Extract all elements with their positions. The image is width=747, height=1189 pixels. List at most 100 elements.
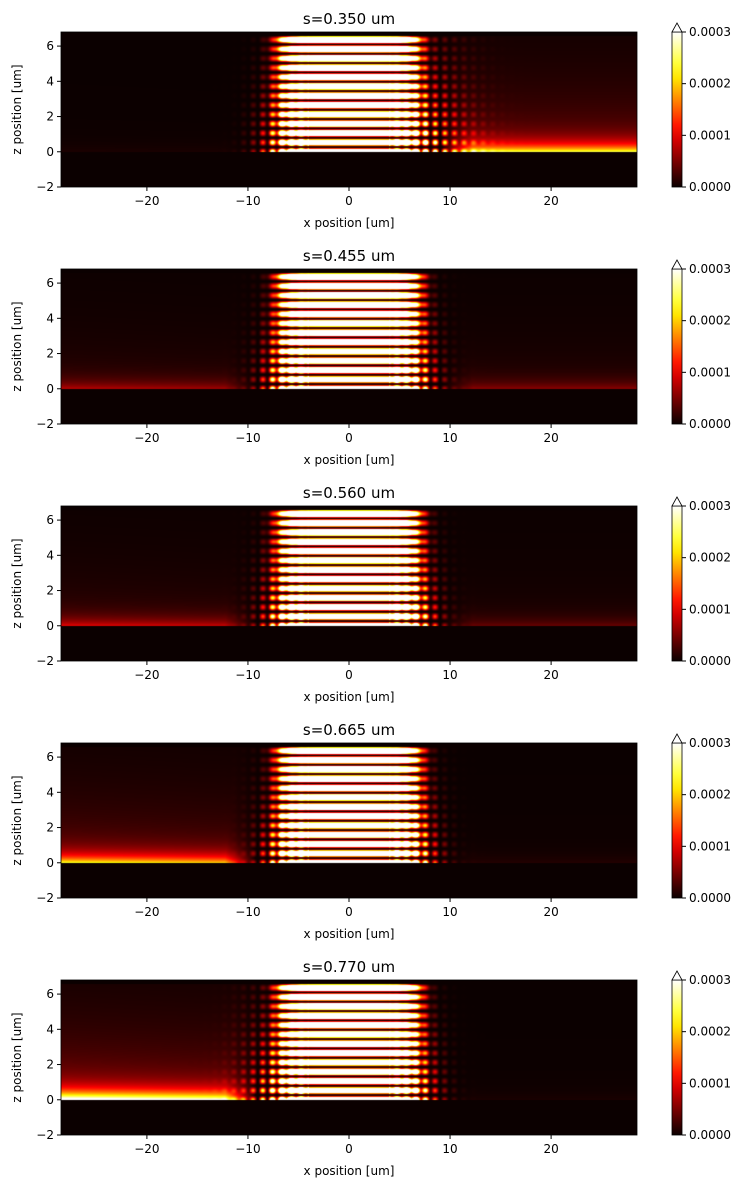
axes-frame (60, 742, 638, 899)
axes-frame (60, 268, 638, 425)
y-tick-label: 6 (46, 513, 54, 527)
colorbar-tick-label: 0.0003 (689, 262, 731, 276)
x-tick-label: −10 (235, 905, 260, 919)
y-tick-label: 6 (46, 750, 54, 764)
x-tick-label: −20 (134, 668, 159, 682)
subplot-3: s=0.560 um −20 −10 0 10 20 −2 0 2 4 6 x position [u… (0, 474, 747, 711)
y-tick-label: 4 (46, 548, 54, 562)
x-tick-label: −10 (235, 668, 260, 682)
plot-title: s=0.770 um (303, 958, 395, 976)
heatmap-image (61, 980, 637, 1135)
heatmap-image (61, 32, 637, 187)
y-axis-label: z position [um] (10, 64, 24, 154)
plot-title: s=0.665 um (303, 721, 395, 739)
colorbar-tick-label: 0.0003 (689, 25, 731, 39)
x-axis-label: x position [um] (304, 216, 395, 230)
colorbar (671, 505, 683, 662)
x-tick-label: 10 (442, 668, 457, 682)
heatmap-image (61, 506, 637, 661)
colorbar-tick-label: 0.0000 (689, 654, 731, 668)
colorbar-tick-label: 0.0002 (689, 1025, 731, 1039)
x-tick-label: −10 (235, 194, 260, 208)
axes-frame (60, 979, 638, 1136)
colorbar-tick-label: 0.0001 (689, 128, 731, 142)
y-tick-label: 0 (46, 856, 54, 870)
colorbar-extend-arrow (671, 733, 683, 744)
colorbar (671, 742, 683, 899)
x-tick-label: 20 (543, 1142, 558, 1156)
colorbar-tick-label: 0.0000 (689, 1128, 731, 1142)
colorbar-tick-label: 0.0001 (689, 1076, 731, 1090)
x-tick-label: 0 (345, 1142, 353, 1156)
colorbar-tick-label: 0.0003 (689, 499, 731, 513)
colorbar-extend-arrow (671, 970, 683, 981)
y-tick-label: 0 (46, 382, 54, 396)
subplot-1: s=0.350 um −20 −10 0 10 20 −2 0 2 4 6 x position [u… (0, 0, 747, 237)
y-tick-label: −2 (36, 654, 54, 668)
y-tick-label: 6 (46, 987, 54, 1001)
y-tick-label: 4 (46, 311, 54, 325)
colorbar-tick-label: 0.0002 (689, 77, 731, 91)
y-tick-label: 2 (46, 110, 54, 124)
colorbar-tick-label: 0.0003 (689, 973, 731, 987)
y-tick-label: 0 (46, 145, 54, 159)
y-tick-label: 4 (46, 785, 54, 799)
y-tick-label: −2 (36, 417, 54, 431)
y-axis-label: z position [um] (10, 301, 24, 391)
x-tick-label: 0 (345, 905, 353, 919)
y-tick-label: 6 (46, 276, 54, 290)
colorbar-extend-arrow (671, 496, 683, 507)
colorbar-tick-label: 0.0001 (689, 365, 731, 379)
colorbar-tick-label: 0.0001 (689, 839, 731, 853)
y-tick-label: 4 (46, 1022, 54, 1036)
x-tick-label: −20 (134, 1142, 159, 1156)
x-tick-label: 20 (543, 431, 558, 445)
x-tick-label: −20 (134, 431, 159, 445)
colorbar-tick-label: 0.0002 (689, 788, 731, 802)
subplot-5: s=0.770 um −20 −10 0 10 20 −2 0 2 4 6 x position [u… (0, 948, 747, 1185)
colorbar (671, 31, 683, 188)
x-tick-label: 10 (442, 194, 457, 208)
colorbar-tick-label: 0.0000 (689, 180, 731, 194)
x-tick-label: 0 (345, 668, 353, 682)
y-axis-label: z position [um] (10, 1012, 24, 1102)
x-tick-label: 0 (345, 194, 353, 208)
colorbar-tick-label: 0.0002 (689, 314, 731, 328)
colorbar (671, 979, 683, 1136)
colorbar-extend-arrow (671, 22, 683, 33)
x-tick-label: 0 (345, 431, 353, 445)
plot-title: s=0.560 um (303, 484, 395, 502)
heatmap-image (61, 269, 637, 424)
y-tick-label: 2 (46, 821, 54, 835)
y-axis-label: z position [um] (10, 538, 24, 628)
y-tick-label: 2 (46, 584, 54, 598)
y-tick-label: 0 (46, 619, 54, 633)
x-tick-label: −10 (235, 431, 260, 445)
x-tick-label: 20 (543, 194, 558, 208)
colorbar-tick-label: 0.0000 (689, 891, 731, 905)
x-tick-label: −20 (134, 194, 159, 208)
y-tick-label: −2 (36, 1128, 54, 1142)
colorbar-tick-label: 0.0003 (689, 736, 731, 750)
y-tick-label: 6 (46, 39, 54, 53)
y-tick-label: 0 (46, 1093, 54, 1107)
colorbar-extend-arrow (671, 259, 683, 270)
x-tick-label: 20 (543, 905, 558, 919)
colorbar-tick-label: 0.0001 (689, 602, 731, 616)
axes-frame (60, 31, 638, 188)
subplot-4: s=0.665 um −20 −10 0 10 20 −2 0 2 4 6 x position [u… (0, 711, 747, 948)
plot-title: s=0.350 um (303, 10, 395, 28)
axes-frame (60, 505, 638, 662)
y-tick-label: 4 (46, 74, 54, 88)
x-axis-label: x position [um] (304, 453, 395, 467)
colorbar (671, 268, 683, 425)
x-axis-label: x position [um] (304, 927, 395, 941)
y-tick-label: −2 (36, 180, 54, 194)
x-axis-label: x position [um] (304, 690, 395, 704)
x-tick-label: 20 (543, 668, 558, 682)
x-tick-label: 10 (442, 431, 457, 445)
x-tick-label: −20 (134, 905, 159, 919)
